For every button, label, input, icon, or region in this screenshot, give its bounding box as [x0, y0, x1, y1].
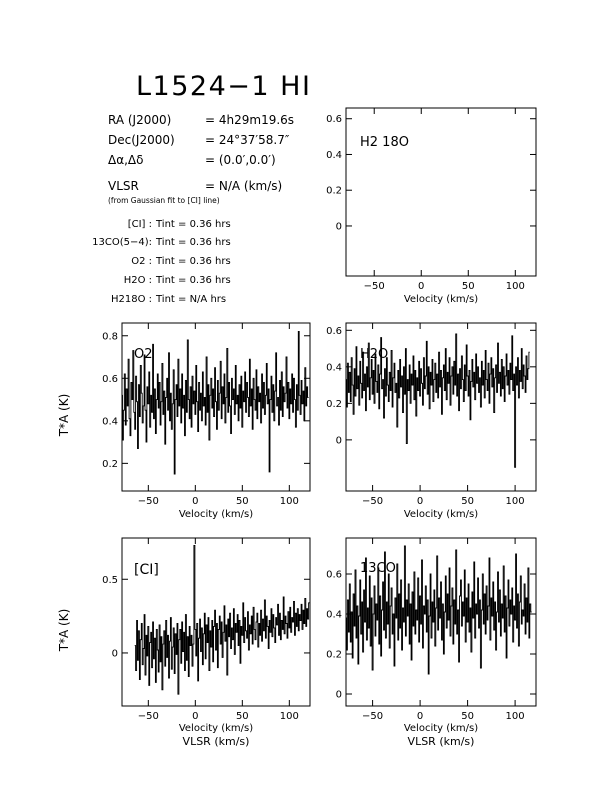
x-tick-label: 50 — [461, 711, 474, 722]
fit-note: (from Gaussian fit to [CI] line) — [108, 196, 220, 205]
coordinate-block: RA (J2000) = 4h29m19.6s Dec(J2000) = 24°… — [108, 113, 294, 205]
panel-ci: −50 0 50 100 0 0.5 [CI] Velocity (km/s) VLSR … — [57, 537, 311, 748]
x-axis-vlsr-label: VLSR (km/s) — [183, 735, 250, 748]
vlsr-value: = N/A (km/s) — [205, 179, 282, 193]
offset-label: Δα,Δδ — [108, 153, 143, 167]
spectrum-line — [134, 544, 310, 695]
x-tick-label: 0 — [417, 711, 423, 722]
y-axis-label: T*A (K) — [57, 394, 71, 438]
x-tick-label: 50 — [236, 711, 249, 722]
tint-13co-label: 13CO(5−4): — [92, 237, 152, 248]
y-tick-label: 0 — [112, 648, 118, 659]
tint-ci-value: Tint = 0.36 hrs — [155, 219, 231, 230]
x-tick-label: 50 — [461, 496, 474, 507]
y-tick-label: 0 — [336, 690, 342, 701]
panel-o2: −50 0 50 100 0.2 0.4 0.6 0.8 O2 Velocity (km/s)… — [57, 322, 311, 520]
x-tick-label: 50 — [236, 496, 249, 507]
y-tick-label: 0.2 — [326, 650, 342, 661]
dec-label: Dec(J2000) — [108, 133, 175, 147]
x-axis-vlsr-label: VLSR (km/s) — [408, 735, 475, 748]
x-tick-label: −50 — [138, 496, 159, 507]
x-tick-label: −50 — [138, 711, 159, 722]
x-tick-label: −50 — [364, 281, 385, 292]
y-tick-label: 0.2 — [326, 399, 342, 410]
panel-frame — [121, 537, 311, 707]
x-tick-label: 50 — [462, 281, 475, 292]
y-tick-label: 0.4 — [326, 362, 342, 373]
y-tick-label: 0.4 — [326, 150, 342, 161]
tint-h218o-label: H218O : — [111, 294, 152, 305]
x-axis-label: Velocity (km/s) — [179, 723, 253, 734]
offset-value: = (0.0′,0.0′) — [205, 153, 276, 167]
x-tick-label: 0 — [192, 711, 198, 722]
x-tick-label: 100 — [506, 496, 525, 507]
dec-value: = 24°37′58.7″ — [205, 133, 290, 147]
ra-value: = 4h29m19.6s — [205, 113, 294, 127]
y-tick-label: 0.5 — [102, 575, 118, 586]
panel-label: O2 — [134, 347, 153, 362]
y-tick-label: 0.6 — [326, 326, 342, 337]
ra-label: RA (J2000) — [108, 113, 171, 127]
spectrum-line — [346, 545, 532, 675]
y-tick-label: 0.6 — [102, 374, 118, 385]
x-tick-label: 0 — [192, 496, 198, 507]
x-axis-label: Velocity (km/s) — [404, 723, 478, 734]
tint-h2o-label: H2O : — [124, 275, 152, 286]
panel-frame — [345, 537, 537, 707]
x-axis-label: Velocity (km/s) — [404, 294, 478, 305]
y-tick-label: 0.2 — [326, 186, 342, 197]
tint-o2-label: O2 : — [131, 256, 152, 267]
y-axis-label: T*A (K) — [57, 609, 71, 653]
panel-label: H2O — [360, 347, 388, 362]
integration-times: [CI] : Tint = 0.36 hrs 13CO(5−4): Tint =… — [92, 219, 231, 305]
x-tick-label: 100 — [506, 711, 525, 722]
panel-frame — [121, 322, 311, 492]
tint-h218o-value: Tint = N/A hrs — [155, 294, 226, 305]
tint-ci-label: [CI] : — [128, 219, 152, 230]
figure-title: L1524−1 HI — [136, 71, 311, 102]
spectrum-line — [346, 333, 530, 468]
x-axis-label: Velocity (km/s) — [404, 509, 478, 520]
y-tick-label: 0 — [336, 435, 342, 446]
panel-label: [CI] — [134, 562, 159, 578]
x-tick-label: 0 — [418, 281, 424, 292]
y-tick-label: 0.8 — [102, 331, 118, 342]
panel-frame — [345, 322, 537, 492]
x-tick-label: 0 — [417, 496, 423, 507]
tint-o2-value: Tint = 0.36 hrs — [155, 256, 231, 267]
tint-13co-value: Tint = 0.36 hrs — [155, 237, 231, 248]
x-tick-label: −50 — [362, 711, 383, 722]
panel-frame — [345, 107, 537, 277]
x-tick-label: 100 — [506, 281, 525, 292]
x-tick-label: 100 — [280, 496, 299, 507]
y-tick-label: 0.6 — [326, 570, 342, 581]
y-tick-label: 0.2 — [102, 459, 118, 470]
spectrum-line — [122, 331, 309, 475]
vlsr-label: VLSR — [108, 179, 139, 193]
panel-h218o: H2 18O −50 0 50 100 0 0.2 0.4 0.6 Velocity (km/… — [326, 107, 537, 305]
y-tick-label: 0 — [336, 221, 342, 232]
y-tick-label: 0.4 — [102, 416, 118, 427]
y-tick-label: 0.6 — [326, 114, 342, 125]
y-tick-label: 0.4 — [326, 610, 342, 621]
x-tick-label: 100 — [280, 711, 299, 722]
panel-label: H2 18O — [360, 135, 409, 150]
panel-h2o: −50 0 50 100 0 0.2 0.4 0.6 H2O Velocity (km/s) — [326, 322, 537, 520]
x-axis-label: Velocity (km/s) — [179, 509, 253, 520]
panel-13co: −50 0 50 100 0 0.2 0.4 0.6 13CO Velocity (km/s)… — [326, 537, 537, 748]
tint-h2o-value: Tint = 0.36 hrs — [155, 275, 231, 286]
panel-label: 13CO — [360, 561, 396, 576]
x-tick-label: −50 — [362, 496, 383, 507]
